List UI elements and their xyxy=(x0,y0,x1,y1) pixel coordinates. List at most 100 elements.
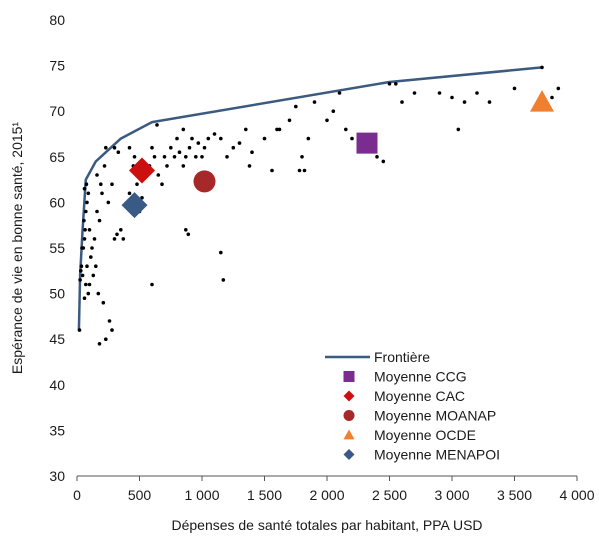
country-point xyxy=(89,255,93,259)
x-tick-label: 3 000 xyxy=(434,487,469,503)
country-point xyxy=(325,118,329,123)
country-point xyxy=(96,291,101,296)
country-point xyxy=(150,282,154,287)
country-point xyxy=(219,136,223,141)
country-point xyxy=(97,218,102,223)
country-point xyxy=(387,82,392,86)
legend-swatch xyxy=(343,371,355,382)
y-tick-label: 55 xyxy=(49,240,65,256)
x-tick-label: 1 500 xyxy=(247,487,282,503)
country-point xyxy=(99,182,103,186)
country-point xyxy=(115,232,119,237)
legend-label: Moyenne MENAPOI xyxy=(374,447,500,463)
legend-swatch xyxy=(343,429,355,440)
country-point xyxy=(237,141,242,145)
country-point xyxy=(277,127,282,132)
y-tick-label: 60 xyxy=(49,194,65,210)
country-point xyxy=(212,132,217,136)
x-tick-label: 2 000 xyxy=(309,487,344,503)
legend-label: Moyenne MOANAP xyxy=(374,408,496,424)
country-point xyxy=(221,278,226,282)
country-point xyxy=(127,145,132,150)
x-tick-label: 4 000 xyxy=(559,487,594,503)
country-point xyxy=(110,328,114,332)
country-point xyxy=(294,104,298,109)
legend-swatch xyxy=(343,410,355,421)
x-tick-label: 2 500 xyxy=(372,487,407,503)
country-point xyxy=(162,155,167,159)
country-point xyxy=(350,136,354,141)
country-point xyxy=(112,237,117,241)
country-point xyxy=(244,127,248,132)
country-point xyxy=(155,123,159,127)
country-point xyxy=(79,269,83,273)
country-point xyxy=(306,136,311,141)
country-point xyxy=(331,109,336,113)
x-tick-label: 0 xyxy=(73,487,81,503)
x-tick-label: 1 000 xyxy=(184,487,219,503)
country-point xyxy=(540,65,544,70)
country-point xyxy=(196,141,201,145)
legend-label: Moyenne CAC xyxy=(374,388,465,404)
y-tick-label: 35 xyxy=(49,422,65,438)
country-point xyxy=(127,191,132,196)
country-points xyxy=(77,65,561,346)
country-point xyxy=(287,118,292,123)
country-point xyxy=(82,237,87,241)
country-point xyxy=(172,155,177,159)
country-point xyxy=(91,273,96,278)
country-point xyxy=(85,200,89,205)
country-point xyxy=(556,86,561,91)
country-point xyxy=(81,246,86,250)
country-point xyxy=(132,155,137,159)
country-point xyxy=(82,296,87,301)
y-axis-title: Espérance de vie en bonne santé, 2015¹ xyxy=(9,122,25,375)
country-point xyxy=(262,136,267,141)
legend-label: Moyenne OCDE xyxy=(374,427,476,443)
country-point xyxy=(381,159,386,164)
group-marker xyxy=(356,132,378,154)
country-point xyxy=(140,196,144,200)
country-point xyxy=(82,218,86,223)
y-tick-label: 80 xyxy=(49,12,65,28)
legend: Frontière Moyenne CCG Moyenne CAC Moyenne M… xyxy=(325,349,500,463)
country-point xyxy=(102,164,107,168)
country-point xyxy=(186,232,191,237)
x-tick-label: 500 xyxy=(128,487,152,503)
group-marker xyxy=(530,90,554,112)
country-point xyxy=(175,136,179,141)
country-point xyxy=(475,91,479,95)
country-point xyxy=(250,150,254,154)
country-point xyxy=(181,127,186,132)
country-point xyxy=(135,182,139,186)
country-point xyxy=(97,342,102,346)
legend-swatch xyxy=(343,449,355,460)
country-point xyxy=(169,145,173,150)
country-point xyxy=(95,173,99,177)
country-point xyxy=(85,264,89,269)
country-point xyxy=(165,164,169,168)
country-point xyxy=(231,145,236,150)
country-point xyxy=(550,95,554,100)
group-marker xyxy=(193,170,216,193)
country-point xyxy=(86,191,91,196)
country-point xyxy=(152,155,157,159)
country-point xyxy=(82,186,87,191)
legend-label: Moyenne CCG xyxy=(374,369,467,385)
country-point xyxy=(184,228,188,232)
country-point xyxy=(187,145,192,150)
legend-frontier-label: Frontière xyxy=(374,349,430,365)
legend-swatch xyxy=(343,390,355,402)
country-point xyxy=(202,145,207,150)
country-point xyxy=(95,209,99,214)
country-point xyxy=(86,291,91,296)
axes: 0 500 1 000 1 500 2 000 2 500 3 000 3 500 4 000 3… xyxy=(49,12,594,503)
country-point xyxy=(194,155,198,159)
country-point xyxy=(177,150,182,154)
country-point xyxy=(394,82,398,86)
y-tick-label: 50 xyxy=(49,286,65,302)
y-tick-label: 75 xyxy=(49,58,65,74)
country-point xyxy=(375,155,379,159)
country-point xyxy=(190,136,194,141)
